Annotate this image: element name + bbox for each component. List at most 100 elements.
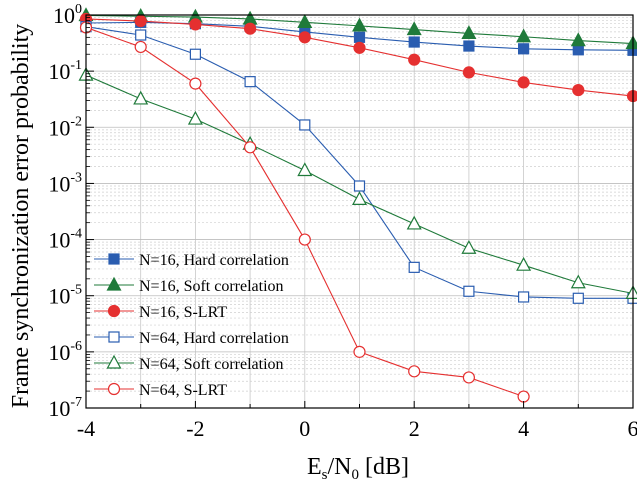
data-point [134, 40, 147, 54]
data-point [135, 29, 147, 41]
data-point [408, 365, 421, 378]
x-tick-label: 6 [628, 416, 637, 441]
y-tick-exponent: 0 [75, 2, 82, 17]
data-point [408, 53, 421, 66]
x-tick-label: 4 [518, 416, 529, 441]
data-point [353, 41, 366, 54]
data-point [516, 256, 532, 271]
data-point [244, 141, 257, 154]
y-tick-exponent: -6 [70, 339, 82, 354]
legend-label: N=16, S-LRT [139, 304, 227, 321]
data-point [517, 43, 530, 55]
y-tick-label: 10-5 [48, 283, 82, 309]
data-point [570, 32, 586, 47]
y-tick-exponent: -3 [70, 170, 82, 185]
x-tick-label: -2 [186, 416, 204, 441]
legend-label: N=16, Soft correlation [139, 278, 284, 295]
y-tick-base: 10 [48, 228, 70, 253]
data-point [517, 76, 530, 89]
data-point [572, 83, 585, 97]
y-tick-label: 10-2 [48, 114, 82, 140]
data-point [133, 90, 149, 105]
y-tick-exponent: -5 [70, 283, 82, 298]
data-point [408, 261, 420, 273]
x-axis-label-sub-s: s [322, 467, 328, 483]
y-tick-base: 10 [48, 171, 70, 196]
data-point [189, 18, 202, 31]
x-tick-label: -4 [77, 416, 95, 441]
x-axis-label-sub-0: 0 [352, 467, 360, 483]
y-tick-label: 10-4 [48, 227, 82, 253]
legend: N=16, Hard correlation N=16, Soft correla… [94, 252, 289, 399]
data-point [242, 10, 258, 25]
y-tick-exponent: -4 [70, 227, 82, 242]
data-point [626, 89, 637, 103]
data-point [463, 40, 475, 52]
data-point [570, 274, 586, 289]
x-axis-label: Es/N0 [dB] [307, 454, 409, 483]
data-point [244, 76, 256, 88]
y-tick-base: 10 [48, 340, 70, 365]
y-tick-label: 10-3 [48, 170, 82, 196]
data-point [406, 21, 422, 36]
data-point [298, 233, 311, 246]
data-point [408, 36, 420, 48]
data-point [297, 14, 313, 28]
data-point [134, 14, 147, 28]
data-point [517, 390, 530, 403]
data-point [461, 240, 477, 254]
data-point [461, 25, 477, 40]
series-2 [79, 12, 637, 103]
series-4 [78, 66, 637, 299]
y-tick-exponent: -1 [70, 58, 82, 73]
data-point [351, 17, 368, 32]
x-axis-label-n: /N [328, 454, 352, 480]
legend-marker [108, 331, 120, 343]
series-layer [78, 7, 637, 403]
data-point [463, 285, 475, 297]
x-tick-label: 0 [299, 416, 310, 441]
data-point [572, 44, 584, 56]
data-point [187, 110, 203, 125]
data-point [351, 191, 368, 205]
data-point [297, 162, 313, 177]
y-axis-label: Frame synchronization error probability [8, 24, 34, 409]
y-tick-base: 10 [53, 3, 75, 28]
data-point [298, 31, 311, 44]
data-point [572, 292, 584, 304]
data-point [462, 371, 475, 384]
y-tick-exponent: -7 [70, 395, 82, 410]
legend-label: N=64, Soft correlation [139, 356, 284, 373]
y-tick-base: 10 [48, 396, 70, 421]
y-tick-base: 10 [48, 115, 70, 140]
data-point [625, 35, 637, 50]
legend-marker [107, 382, 121, 396]
y-tick-label: 10-6 [48, 339, 82, 365]
legend-marker [107, 304, 121, 318]
x-tick-label: 2 [409, 416, 420, 441]
data-point [189, 48, 201, 60]
legend-marker [106, 354, 122, 369]
legend-marker [106, 276, 122, 291]
y-tick-label: 10-7 [48, 395, 82, 421]
y-tick-exponent: -2 [70, 114, 82, 129]
data-point [353, 180, 366, 192]
y-tick-base: 10 [48, 59, 70, 84]
x-axis-label-e: E [307, 454, 322, 480]
data-point [353, 31, 366, 43]
legend-label: N=64, Hard correlation [139, 330, 289, 347]
data-point [353, 345, 366, 358]
data-point [189, 77, 202, 90]
y-tick-label: 10-1 [48, 58, 82, 84]
legend-marker [108, 253, 120, 265]
y-tick-label: 100 [53, 2, 82, 28]
data-point [462, 66, 475, 79]
legend-label: N=64, S-LRT [139, 382, 227, 399]
data-point [516, 28, 532, 43]
data-point [299, 119, 311, 131]
data-point [406, 215, 422, 230]
data-point [517, 291, 530, 303]
legend-label: N=16, Hard correlation [139, 252, 289, 269]
